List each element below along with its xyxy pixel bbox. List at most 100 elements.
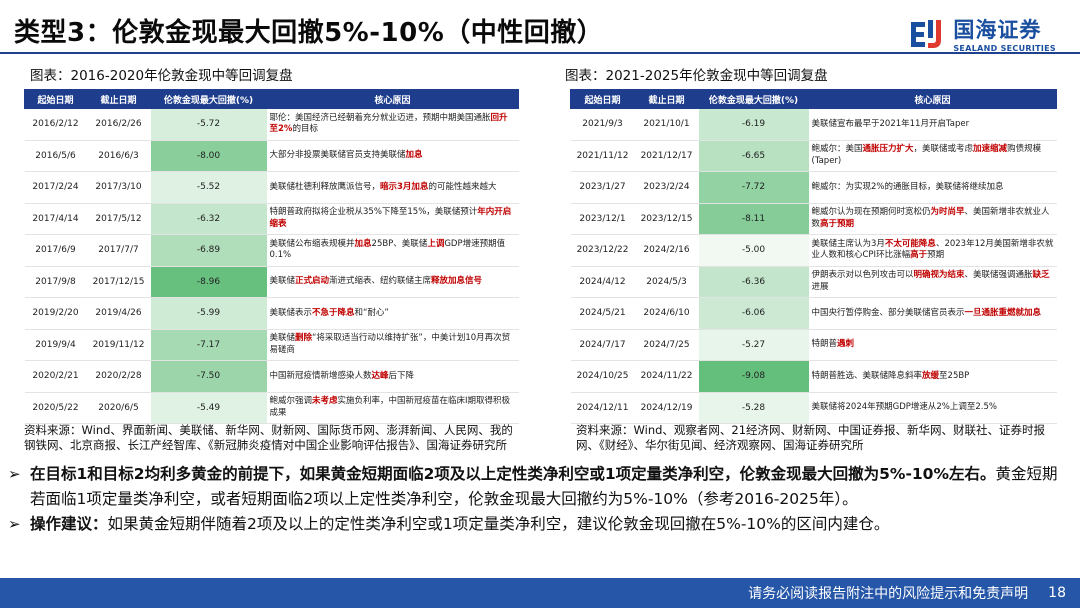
start-date-cell: 2016/2/12 — [24, 108, 87, 141]
reason-text: 鲍威尔：为实现2%的通胀目标，美联储将继续加息 — [811, 181, 1004, 192]
highlighted-text: 高于预期 — [820, 218, 855, 229]
start-date-cell: 2021/11/12 — [570, 140, 635, 172]
bullet-item: ➢ 操作建议：如果黄金短期伴随着2项及以上的定性类净利空或1项定量类净利空，建议… — [8, 512, 1072, 537]
reason-text: 的目标 — [292, 124, 318, 135]
highlighted-text: 通胀压力扩大 — [862, 144, 914, 155]
start-date-cell: 2017/6/9 — [24, 234, 87, 267]
core-reason-cell: 鲍威尔：为实现2%的通胀目标，美联储将继续加息 — [808, 171, 1057, 204]
highlighted-text: 不太可能降息 — [884, 238, 936, 249]
table-row: 2021/9/3 2021/10/1 -6.19 美联储宣布最早于2021年11月开启… — [570, 108, 1057, 141]
reason-text: 特朗普胜选、美联储降息斜率 — [811, 370, 923, 381]
drawdown-cell: -6.32 — [150, 203, 267, 235]
highlighted-text: 放缓 — [922, 370, 940, 381]
highlighted-text: 遇刺 — [837, 339, 855, 349]
start-date-cell: 2024/10/25 — [570, 360, 635, 393]
end-date-cell: 2016/6/3 — [86, 140, 151, 172]
bullet-text: 如果黄金短期伴随着2项及以上的定性类净利空或1项定量类净利空，建议伦敦金现回撤在… — [107, 515, 890, 533]
table-row: 2023/12/1 2023/12/15 -8.11 鲍威尔认为现在预期何时宽松仍为时… — [570, 203, 1057, 235]
start-date-cell: 2016/5/6 — [24, 140, 87, 172]
start-date-cell: 2017/4/14 — [24, 203, 87, 235]
drawdown-cell: -5.52 — [150, 171, 267, 204]
core-reason-cell: 中国新冠疫情新增感染人数达峰后下降 — [266, 360, 519, 393]
end-date-cell: 2017/7/7 — [86, 234, 151, 267]
reason-text: 特朗普政府拟将企业税从35%下降至15%，美联储预计 — [269, 207, 478, 218]
start-date-cell: 2023/1/27 — [570, 171, 635, 204]
table-row: 2024/10/25 2024/11/22 -9.08 特朗普胜选、美联储降息斜率放缓… — [570, 360, 1057, 393]
drawdown-cell: -8.96 — [150, 266, 267, 298]
core-reason-cell: 大部分非投票美联储官员支持美联储加息 — [266, 140, 519, 172]
end-date-cell: 2024/6/10 — [634, 297, 699, 330]
start-date-cell: 2019/2/20 — [24, 297, 87, 330]
reason-text: 渐进式缩表、纽约联储主席 — [329, 276, 432, 286]
core-reason-cell: 美联储表示不急于降息和“耐心” — [266, 297, 519, 330]
drawdown-cell: -7.50 — [150, 360, 267, 393]
end-date-cell: 2023/2/24 — [634, 171, 699, 204]
drawdown-cell: -5.49 — [150, 392, 267, 424]
highlighted-text: 为时尚早 — [930, 207, 965, 218]
table-row: 2017/4/14 2017/5/12 -6.32 特朗普政府拟将企业税从35%下降至… — [24, 203, 519, 235]
core-reason-cell: 美联储公布缩表规模并加息25BP、美联储上调GDP增速预期值0.1% — [266, 234, 519, 267]
end-date-cell: 2017/3/10 — [86, 171, 151, 204]
start-date-cell: 2023/12/22 — [570, 234, 635, 267]
core-reason-cell: 伊朗表示对以色列攻击可以明确视为结束、美联储强调通胀缺乏进展 — [808, 266, 1057, 298]
table-row: 2024/7/17 2024/7/25 -5.27 特朗普遇刺 — [570, 329, 1057, 361]
reason-text: 美联储宣布最早于2021年11月开启Taper — [811, 118, 970, 129]
highlighted-text: 删除 — [295, 333, 313, 344]
drawdown-cell: -5.99 — [150, 297, 267, 330]
start-date-cell: 2020/2/21 — [24, 360, 87, 393]
left-source-note: 资料来源：Wind、界面新闻、美联储、新华网、财新网、国际货币网、澎湃新闻、人民… — [24, 423, 513, 452]
reason-text: 美联储表示 — [269, 307, 313, 318]
bullet-item: ➢ 在目标1和目标2均利多黄金的前提下，如果黄金短期面临2项及以上定性类净利空或… — [8, 462, 1072, 512]
reason-text: 特朗普 — [811, 339, 838, 349]
left-drawdown-table: 起始日期 截止日期 伦敦金现最大回撤(%) 核心原因 2016/2/12 2016/2/… — [24, 89, 519, 424]
reason-text: 伊朗表示对以色列攻击可以 — [811, 270, 914, 281]
core-reason-cell: 鲍威尔强调未考虑实施负利率，中国新冠疫苗在临床Ⅰ期取得积极成果 — [266, 392, 519, 424]
table-row: 2019/2/20 2019/4/26 -5.99 美联储表示不急于降息和“耐心” — [24, 297, 519, 330]
table-row: 2020/5/22 2020/6/5 -5.49 鲍威尔强调未考虑实施负利率，中国新冠… — [24, 392, 519, 424]
core-reason-cell: 鲍威尔认为现在预期何时宽松仍为时尚早、美国新增非农就业人数高于预期 — [808, 203, 1057, 235]
end-date-cell: 2021/10/1 — [634, 108, 699, 141]
table-row: 2023/1/27 2023/2/24 -7.72 鲍威尔：为实现2%的通胀目标，美联… — [570, 171, 1057, 204]
start-date-cell: 2020/5/22 — [24, 392, 87, 424]
table-row: 2024/4/12 2024/5/3 -6.36 伊朗表示对以色列攻击可以明确视为结束… — [570, 266, 1057, 298]
drawdown-cell: -5.72 — [150, 108, 267, 141]
start-date-cell: 2017/2/24 — [24, 171, 87, 204]
highlighted-text: 达峰 — [371, 370, 389, 381]
column-header: 核心原因 — [266, 89, 519, 109]
right-source-note: 资料来源：Wind、观察者网、21经济网、财新网、中国证券报、新华网、财联社、证… — [576, 423, 1046, 452]
table-row: 2017/9/8 2017/12/15 -8.96 美联储正式启动渐进式缩表、纽约联储… — [24, 266, 519, 298]
end-date-cell: 2017/12/15 — [86, 266, 151, 298]
core-reason-cell: 特朗普胜选、美联储降息斜率放缓至25BP — [808, 360, 1057, 393]
highlighted-text: 高于 — [910, 250, 928, 261]
reason-text: 购债规模(Taper) — [811, 144, 1042, 166]
drawdown-cell: -6.89 — [150, 234, 267, 267]
end-date-cell: 2019/4/26 — [86, 297, 151, 330]
highlighted-text: 回升至2% — [269, 112, 508, 135]
highlighted-text: 正式启动 — [295, 276, 330, 286]
footer-disclaimer: 请务必阅读报告附注中的风险提示和免责声明 — [748, 586, 1029, 602]
bullet-bold-prefix: 操作建议： — [30, 515, 108, 533]
sealand-logo-icon — [911, 19, 942, 48]
core-reason-cell: 特朗普政府拟将企业税从35%下降至15%，美联储预计年内开启缩表 — [266, 203, 519, 235]
drawdown-cell: -6.19 — [698, 108, 809, 141]
column-header: 伦敦金现最大回撤(%) — [150, 89, 267, 109]
highlighted-text: 不急于降息 — [312, 307, 355, 318]
end-date-cell: 2024/2/16 — [634, 234, 699, 267]
reason-text: 预期 — [927, 250, 945, 261]
start-date-cell: 2024/5/21 — [570, 297, 635, 330]
reason-text: 25BP、美联储 — [371, 238, 428, 249]
drawdown-cell: -6.06 — [698, 297, 809, 330]
start-date-cell: 2023/12/1 — [570, 203, 635, 235]
end-date-cell: 2020/6/5 — [86, 392, 151, 424]
table-row: 2017/2/24 2017/3/10 -5.52 美联储杜德利释放鹰派信号，暗示3月… — [24, 171, 519, 204]
page-number: 18 — [1048, 585, 1066, 601]
drawdown-cell: -6.36 — [698, 266, 809, 298]
end-date-cell: 2020/2/28 — [86, 360, 151, 393]
reason-text: 美联储杜德利释放鹰派信号， — [269, 181, 381, 192]
column-header: 截止日期 — [634, 89, 699, 109]
highlighted-text: 释放加息信号 — [431, 276, 483, 286]
core-reason-cell: 美联储将2024年预期GDP增速从2%上调至2.5% — [808, 392, 1057, 424]
highlighted-text: 缺乏 — [1032, 270, 1050, 281]
reason-text: 美联储 — [269, 333, 296, 344]
table-row: 2016/5/6 2016/6/3 -8.00 大部分非投票美联储官员支持美联储加息 — [24, 140, 519, 172]
